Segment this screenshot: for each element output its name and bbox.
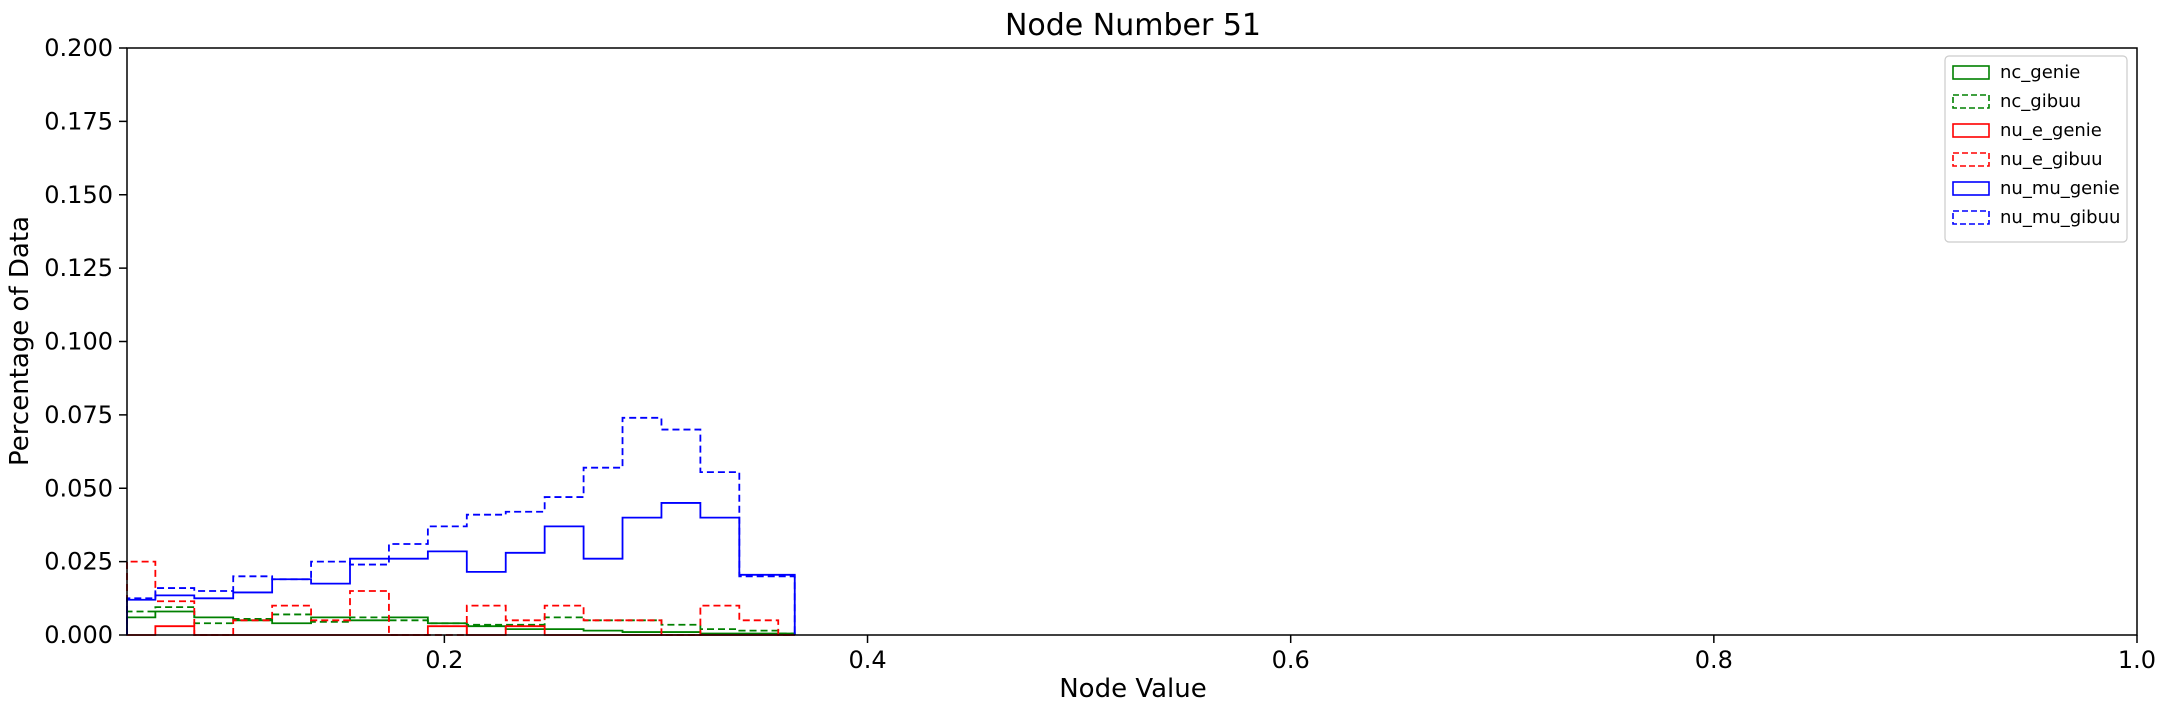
legend-label: nc_gibuu (2000, 91, 2081, 112)
y-tick-label: 0.025 (44, 548, 113, 576)
legend-box (1944, 55, 2128, 243)
legend-label: nu_e_genie (2000, 120, 2102, 141)
series-nc_gibuu (126, 606, 796, 635)
x-axis: 0.2 0.4 0.6 0.8 1.0 (425, 635, 2156, 674)
y-tick-label: 0.000 (44, 621, 113, 649)
series-outline-nc_gibuu (126, 606, 796, 635)
legend-label: nu_e_gibuu (2000, 149, 2103, 170)
x-axis-label: Node Value (1059, 674, 1207, 704)
y-tick-label: 0.200 (44, 34, 113, 62)
plot-frame (126, 47, 2138, 636)
legend-item-nu_mu_gibuu: nu_mu_gibuu (1952, 207, 2120, 228)
legend-swatch (1952, 94, 1990, 109)
x-tick-label: 0.4 (848, 646, 886, 674)
series-outline-nu_e_gibuu (126, 560, 795, 636)
legend-swatch (1952, 65, 1990, 80)
series-outline-nu_mu_genie (126, 502, 796, 635)
x-tick-label: 1.0 (2118, 646, 2156, 674)
legend-item-nu_e_genie: nu_e_genie (1952, 120, 2102, 141)
legend-item-nc_gibuu: nc_gibuu (1952, 91, 2081, 112)
plot-area (127, 48, 2137, 635)
legend-swatch (1952, 123, 1990, 138)
x-tick-label: 0.2 (425, 646, 463, 674)
chart-title: Node Number 51 (1005, 8, 1261, 43)
legend: nc_genie nc_gibuu nu_e_genie nu_e_gibuu nu_m… (1944, 55, 2128, 243)
legend-label: nu_mu_genie (2000, 178, 2120, 199)
legend-swatch (1952, 210, 1990, 225)
y-tick-label: 0.150 (44, 181, 113, 209)
legend-swatch (1952, 181, 1990, 196)
legend-item-nc_genie: nc_genie (1952, 62, 2080, 83)
x-tick-label: 0.8 (1695, 646, 1733, 674)
legend-item-nu_e_gibuu: nu_e_gibuu (1952, 149, 2103, 170)
y-tick-label: 0.075 (44, 401, 113, 429)
legend-item-nu_mu_genie: nu_mu_genie (1952, 178, 2120, 199)
legend-label: nc_genie (2000, 62, 2080, 83)
legend-label: nu_mu_gibuu (2000, 207, 2120, 228)
y-tick-label: 0.100 (44, 328, 113, 356)
y-axis-label: Percentage of Data (5, 216, 35, 466)
series-nu_mu_gibuu (126, 416, 796, 635)
series-outline-nu_mu_gibuu (126, 416, 796, 635)
series-nu_e_gibuu (126, 560, 795, 636)
series-nu_mu_genie (126, 502, 796, 635)
y-axis: 0.000 0.025 0.050 0.075 0.100 0.125 0.150 0.175… (44, 34, 127, 649)
y-tick-label: 0.050 (44, 474, 113, 502)
legend-swatch (1952, 152, 1990, 167)
y-tick-label: 0.175 (44, 107, 113, 135)
x-tick-label: 0.6 (1272, 646, 1310, 674)
y-tick-label: 0.125 (44, 254, 113, 282)
